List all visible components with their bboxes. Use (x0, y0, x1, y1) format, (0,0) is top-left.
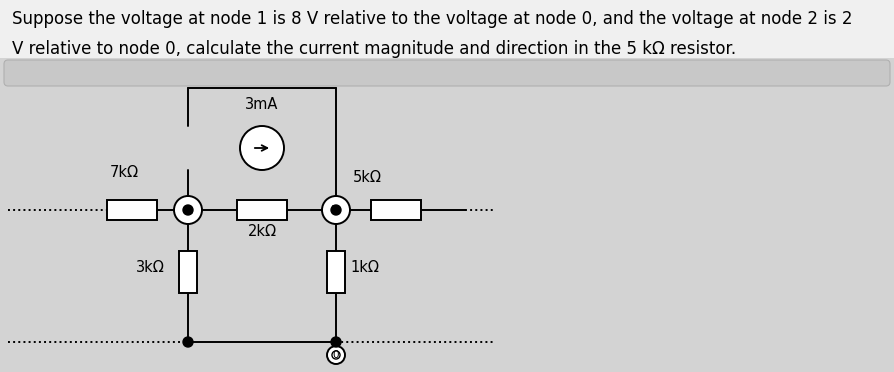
Text: 1: 1 (183, 203, 192, 217)
Text: 1kΩ: 1kΩ (350, 260, 378, 275)
Circle shape (331, 337, 341, 347)
Text: 0: 0 (333, 350, 339, 360)
Bar (0, 0, 894, 58)
Circle shape (182, 205, 193, 215)
Text: Suppose the voltage at node 1 is 8 V relative to the voltage at node 0, and the : Suppose the voltage at node 1 is 8 V rel… (12, 10, 852, 28)
Circle shape (240, 126, 283, 170)
Circle shape (326, 346, 344, 364)
Bar (371, 200, 420, 220)
Text: 3kΩ: 3kΩ (136, 260, 164, 275)
Bar (179, 251, 197, 293)
Text: 2kΩ: 2kΩ (248, 224, 276, 239)
Text: 7kΩ: 7kΩ (110, 165, 139, 180)
Circle shape (332, 351, 340, 359)
Text: V relative to node 0, calculate the current magnitude and direction in the 5 kΩ : V relative to node 0, calculate the curr… (12, 40, 735, 58)
Bar (326, 251, 344, 293)
Circle shape (173, 196, 202, 224)
Text: 5kΩ: 5kΩ (352, 170, 382, 185)
Bar (237, 200, 287, 220)
Bar (0, 58, 894, 372)
Circle shape (182, 337, 193, 347)
Circle shape (322, 196, 350, 224)
FancyBboxPatch shape (4, 60, 889, 86)
Circle shape (331, 205, 341, 215)
Text: 3mA: 3mA (245, 97, 278, 112)
Bar (107, 200, 156, 220)
Text: 2: 2 (331, 203, 341, 217)
